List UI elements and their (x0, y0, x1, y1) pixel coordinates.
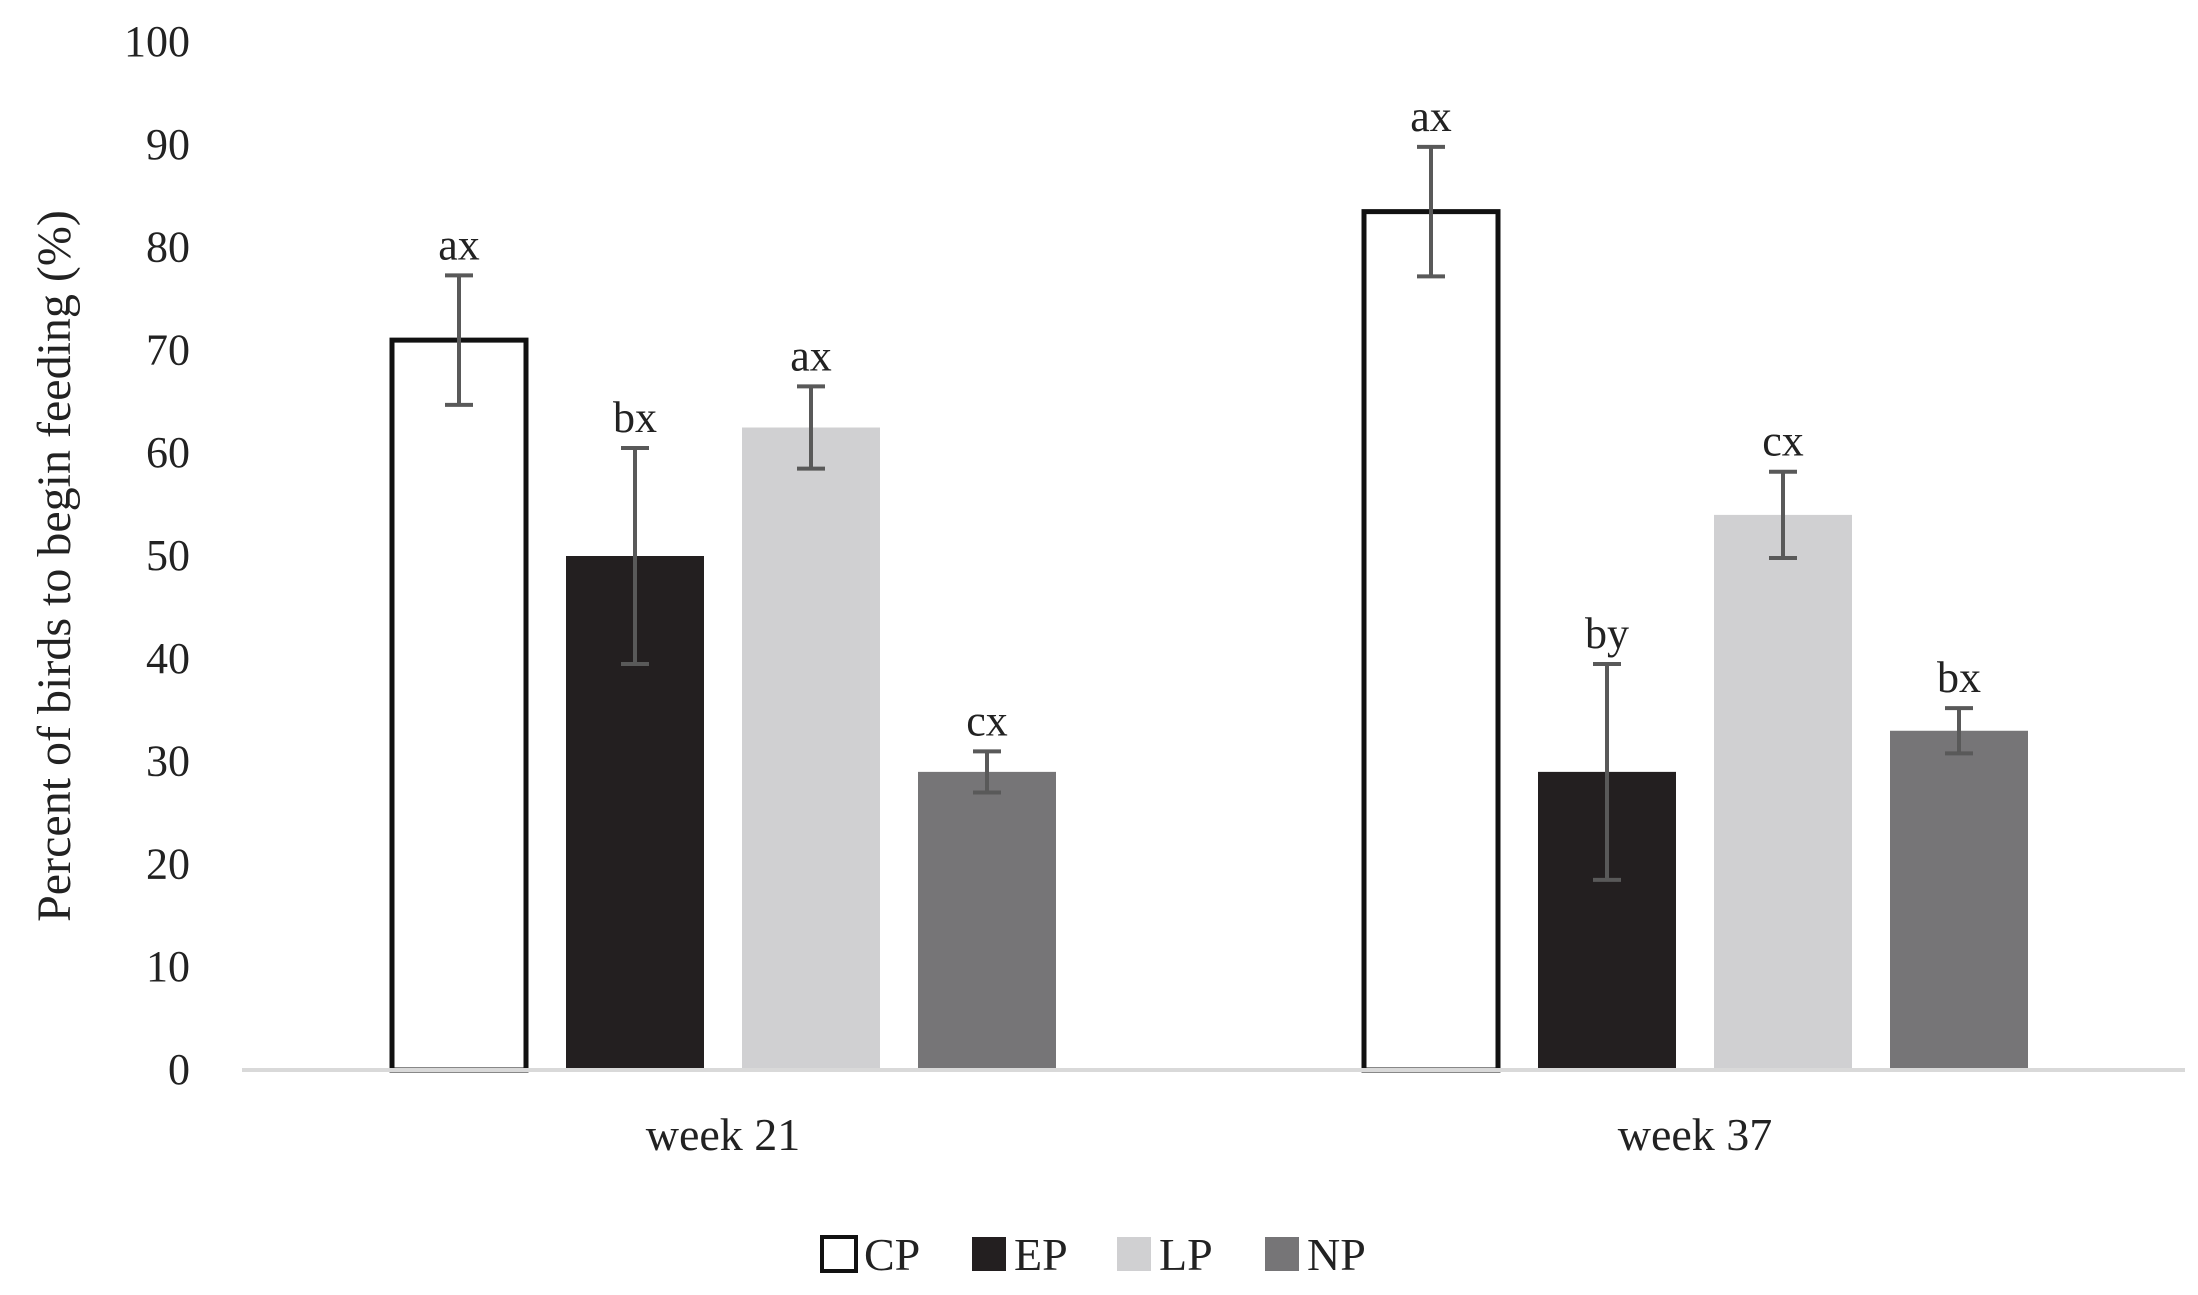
y-tick-label: 100 (124, 17, 190, 66)
data-label: ax (790, 331, 832, 380)
data-label: cx (966, 696, 1008, 745)
x-tick-label: week 21 (646, 1109, 801, 1160)
x-tick-label: week 37 (1618, 1109, 1773, 1160)
legend-label-lp: LP (1159, 1229, 1213, 1280)
legend-label-cp: CP (864, 1229, 920, 1280)
data-label: by (1585, 609, 1629, 658)
y-axis-label: Percent of birds to begin feeding (%) (28, 210, 81, 922)
legend-label-np: NP (1307, 1229, 1366, 1280)
bar-np (918, 771, 1056, 1070)
y-tick-label: 40 (146, 634, 190, 683)
data-labels-layer: ax bx ax cx ax by cx bx (438, 92, 1981, 745)
y-axis-ticks: 0 10 20 30 40 50 60 70 80 90 100 (124, 17, 190, 1094)
data-label: bx (1937, 653, 1981, 702)
y-tick-label: 90 (146, 120, 190, 169)
bars-layer (389, 209, 2028, 1073)
y-tick-label: 0 (168, 1045, 190, 1094)
bar-cp (1361, 209, 1501, 1073)
data-label: bx (613, 393, 657, 442)
bar-np (1890, 730, 2028, 1070)
y-tick-label: 60 (146, 428, 190, 477)
legend-swatch-ep (972, 1237, 1006, 1271)
y-tick-label: 10 (146, 942, 190, 991)
legend-swatch-cp (820, 1235, 858, 1273)
bar-lp (1714, 514, 1852, 1070)
legend-swatch-np (1265, 1237, 1299, 1271)
legend-swatch-lp (1117, 1237, 1151, 1271)
y-tick-label: 70 (146, 325, 190, 374)
y-tick-label: 80 (146, 223, 190, 272)
x-axis-categories: week 21 week 37 (646, 1109, 1773, 1160)
error-bars-layer (445, 144, 1973, 882)
y-tick-label: 30 (146, 737, 190, 786)
data-label: cx (1762, 417, 1804, 466)
data-label: ax (438, 220, 480, 269)
data-label: ax (1410, 92, 1452, 141)
legend-label-ep: EP (1014, 1229, 1068, 1280)
y-tick-label: 50 (146, 531, 190, 580)
legend: CP EP LP NP (820, 1229, 1366, 1280)
bar-cp (389, 337, 529, 1073)
bar-lp (742, 427, 880, 1070)
y-tick-label: 20 (146, 839, 190, 888)
